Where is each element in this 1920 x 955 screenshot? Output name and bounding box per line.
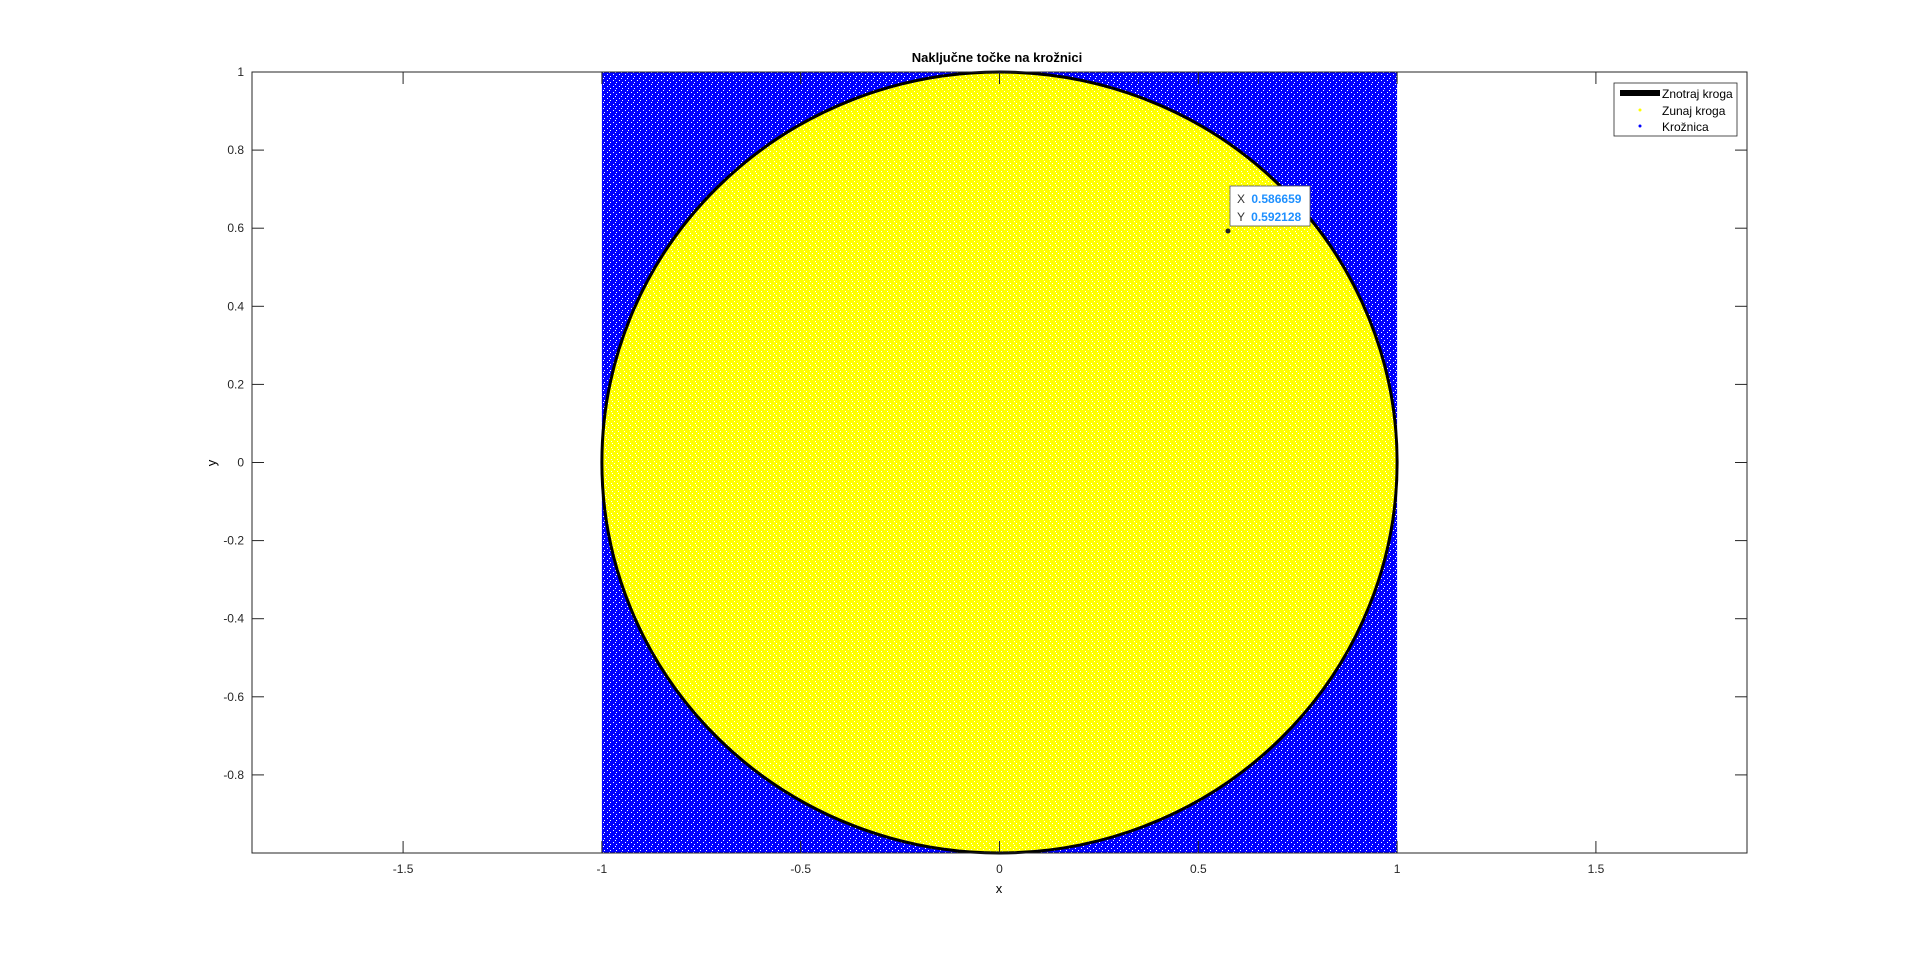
y-axis-label: y bbox=[204, 459, 219, 466]
y-tick-label: 0.2 bbox=[227, 377, 244, 391]
y-tick-label: 0 bbox=[237, 456, 244, 470]
x-tick-label: -1.5 bbox=[393, 862, 414, 876]
x-tick-label: -1 bbox=[597, 862, 608, 876]
datatip-point bbox=[1225, 228, 1231, 234]
legend-entry-circle[interactable]: Krožnica bbox=[1638, 120, 1710, 134]
legend-blue-marker bbox=[1638, 124, 1642, 128]
y-tick-label: -0.4 bbox=[223, 612, 244, 626]
x-tick-label: -0.5 bbox=[790, 862, 811, 876]
datatip-y-value: 0.592128 bbox=[1251, 210, 1301, 224]
y-tick-label: -0.8 bbox=[223, 768, 244, 782]
legend-label-inside: Znotraj kroga bbox=[1662, 87, 1733, 101]
legend-yellow-marker bbox=[1638, 108, 1642, 112]
y-tick-label: -0.2 bbox=[223, 534, 244, 548]
y-tick-label: 1 bbox=[237, 65, 244, 79]
x-tick-label: 0.5 bbox=[1190, 862, 1207, 876]
legend-entry-inside[interactable]: Znotraj kroga bbox=[1620, 87, 1733, 101]
x-tick-label: 0 bbox=[996, 862, 1003, 876]
y-tick-label: 0.6 bbox=[227, 221, 244, 235]
datatip-x-value: 0.586659 bbox=[1251, 192, 1301, 206]
legend-label-outside: Zunaj kroga bbox=[1662, 104, 1726, 118]
series-inside-points bbox=[601, 72, 1398, 853]
datatip-y-row: Y 0.592128 bbox=[1237, 210, 1302, 224]
y-tick-label: 0.8 bbox=[227, 143, 244, 157]
chart-title: Naključne točke na krožnici bbox=[912, 50, 1083, 65]
y-axis-ticks: -0.8 -0.6 -0.4 -0.2 0 0.2 0.4 0.6 0.8 1 bbox=[223, 65, 1747, 782]
datatip-x-label: X bbox=[1237, 192, 1245, 206]
legend-entry-outside[interactable]: Zunaj kroga bbox=[1638, 104, 1726, 118]
x-axis-label: x bbox=[996, 881, 1003, 896]
legend[interactable]: Znotraj kroga Zunaj kroga Krožnica bbox=[1613, 82, 1738, 137]
datatip[interactable]: X 0.586659 Y 0.592128 bbox=[1225, 185, 1311, 234]
x-tick-label: 1.5 bbox=[1588, 862, 1605, 876]
datatip-box bbox=[1229, 185, 1311, 227]
datatip-x-row: X 0.586659 bbox=[1237, 192, 1302, 206]
y-tick-label: -0.6 bbox=[223, 690, 244, 704]
x-axis-ticks: -1.5 -1 -0.5 0 0.5 1 1.5 bbox=[393, 72, 1605, 876]
x-tick-label: 1 bbox=[1394, 862, 1401, 876]
legend-label-circle: Krožnica bbox=[1662, 120, 1709, 134]
y-tick-label: 0.4 bbox=[227, 299, 244, 313]
datatip-y-label: Y bbox=[1237, 210, 1245, 224]
